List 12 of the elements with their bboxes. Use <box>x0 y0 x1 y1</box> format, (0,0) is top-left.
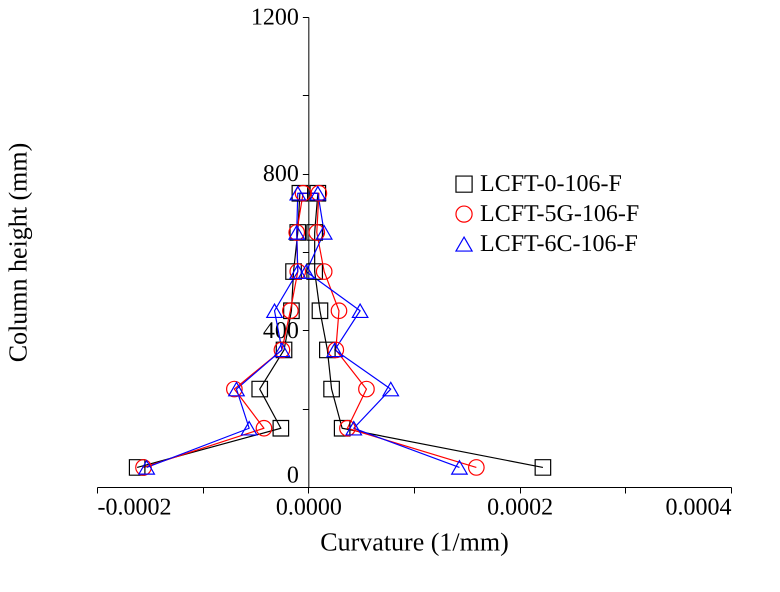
x-tick-label: -0.0002 <box>98 494 172 520</box>
legend-label: LCFT-6C-106-F <box>480 231 638 258</box>
legend-label: LCFT-5G-106-F <box>480 201 640 228</box>
y-tick-label: 800 <box>262 161 299 188</box>
y-axis-title: Column height (mm) <box>4 142 32 362</box>
x-tick-label: 0.0002 <box>487 494 554 520</box>
x-tick-label: 0.0004 <box>666 494 732 520</box>
y-tick-label: 0 <box>286 462 299 488</box>
x-axis-title: Curvature (1/mm) <box>320 528 509 556</box>
y-tick-label: 1200 <box>250 4 299 30</box>
legend-label: LCFT-0-106-F <box>480 171 622 198</box>
x-tick-label: 0.0000 <box>276 494 342 520</box>
